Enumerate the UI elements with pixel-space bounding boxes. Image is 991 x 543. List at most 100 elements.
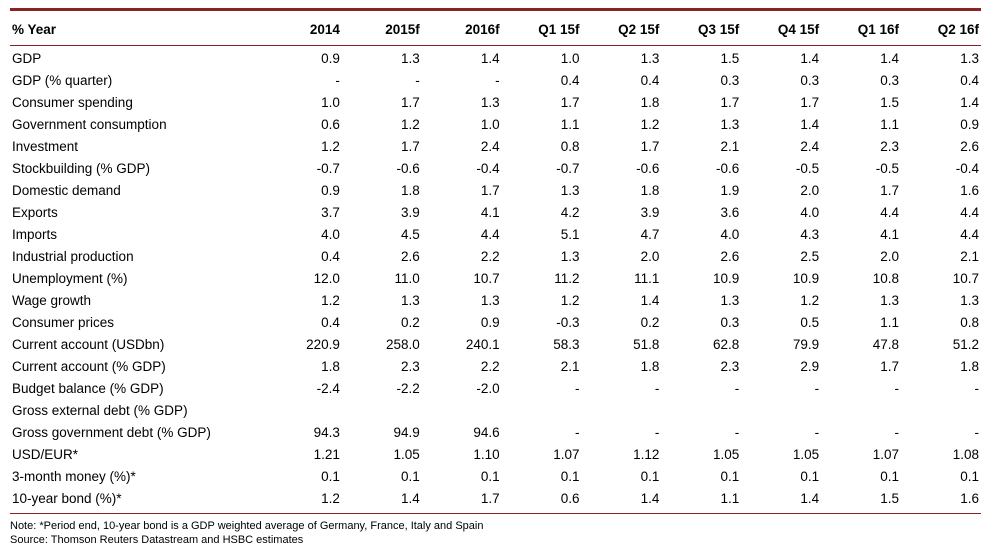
value-cell: 2.3 (880, 139, 899, 154)
value-cell: 0.3 (720, 73, 740, 88)
table-row: Consumer spending 1.0 1.7 1.3 1.7 1.8 1.7 1.7 1.… (10, 92, 981, 114)
row-label: GDP (% quarter) (12, 73, 113, 88)
value-cell: 1.8 (400, 183, 420, 198)
table-row: Unemployment (%) 12.0 11.0 10.7 11.2 11.1 10.9… (10, 268, 981, 290)
value-cell: 1.07 (872, 447, 899, 462)
value-cell: 10.9 (792, 271, 820, 286)
value-cell: 1.9 (720, 183, 740, 198)
value-cell: 0.1 (321, 469, 340, 484)
value-cell: 1.3 (640, 51, 660, 66)
value-cell: 1.2 (560, 293, 580, 308)
row-label: Wage growth (12, 293, 92, 308)
row-label: GDP (12, 51, 42, 66)
value-cell: 1.0 (480, 117, 500, 132)
row-label: Exports (12, 205, 58, 220)
value-cell: 0.8 (960, 315, 979, 330)
value-cell: 0.3 (800, 73, 820, 88)
value-cell: 1.21 (313, 447, 340, 462)
value-cell: 4.4 (480, 227, 500, 242)
value-cell: 2.6 (400, 249, 420, 264)
value-cell: - (814, 381, 820, 396)
value-cell: 1.4 (800, 51, 820, 66)
value-cell: 2.4 (800, 139, 820, 154)
table-row: Industrial production 0.4 2.6 2.2 1.3 2.0 2.6 2… (10, 246, 981, 268)
header-period: Q1 15f (501, 9, 582, 46)
value-cell: 1.7 (640, 139, 660, 154)
value-cell: 5.1 (560, 227, 580, 242)
value-cell: 0.6 (321, 117, 340, 132)
value-cell: 4.7 (640, 227, 660, 242)
row-label: 3-month money (%)* (12, 469, 136, 484)
value-cell: 1.1 (720, 491, 740, 506)
table-row: USD/EUR* 1.21 1.05 1.10 1.07 1.12 1.05 1.05 1.07… (10, 444, 981, 466)
value-cell: - (974, 381, 980, 396)
value-cell: 1.4 (640, 293, 660, 308)
value-cell: -0.3 (556, 315, 580, 330)
table-row: 3-month money (%)* 0.1 0.1 0.1 0.1 0.1 0.1 0.1 0… (10, 466, 981, 488)
value-cell: 0.8 (560, 139, 580, 154)
value-cell: -0.4 (955, 161, 979, 176)
value-cell: 10.9 (712, 271, 740, 286)
value-cell: -2.4 (316, 381, 340, 396)
value-cell (901, 400, 981, 422)
value-cell (741, 400, 821, 422)
value-cell: 1.4 (960, 95, 979, 110)
value-cell (661, 400, 741, 422)
value-cell: 1.8 (960, 359, 979, 374)
value-cell: 0.9 (321, 51, 340, 66)
value-cell (262, 400, 342, 422)
value-cell: 2.9 (800, 359, 820, 374)
value-cell: 0.9 (960, 117, 979, 132)
value-cell: 1.6 (960, 183, 979, 198)
value-cell: 4.0 (321, 227, 340, 242)
value-cell: 1.3 (880, 293, 899, 308)
value-cell: 47.8 (872, 337, 899, 352)
value-cell: 1.3 (560, 249, 580, 264)
header-label: % Year (10, 9, 262, 46)
value-cell: 1.7 (480, 183, 500, 198)
table-row: Current account (USDbn) 220.9 258.0 240.1 58… (10, 334, 981, 356)
value-cell: 2.2 (480, 249, 500, 264)
header-period: Q2 15f (581, 9, 662, 46)
value-cell: 10.8 (872, 271, 899, 286)
table-row: Current account (% GDP) 1.8 2.3 2.2 2.1 1.8 2.… (10, 356, 981, 378)
value-cell: -0.6 (396, 161, 420, 176)
value-cell: 1.4 (480, 51, 500, 66)
value-cell: 1.12 (633, 447, 660, 462)
value-cell: 258.0 (385, 337, 420, 352)
value-cell: 1.7 (560, 95, 580, 110)
value-cell: 4.2 (560, 205, 580, 220)
value-cell: 1.1 (560, 117, 580, 132)
value-cell: 10.7 (473, 271, 500, 286)
value-cell: 2.1 (560, 359, 580, 374)
value-cell: 4.1 (880, 227, 899, 242)
table-row: 10-year bond (%)* 1.2 1.4 1.7 0.6 1.4 1.1 1.4 1.… (10, 488, 981, 514)
header-period: 2016f (421, 9, 502, 46)
value-cell: - (575, 425, 580, 440)
value-cell: 0.3 (720, 315, 740, 330)
value-cell: 4.4 (960, 227, 979, 242)
value-cell: - (654, 381, 660, 396)
value-cell: -0.6 (636, 161, 660, 176)
value-cell: -0.5 (795, 161, 820, 176)
row-label: Industrial production (12, 249, 134, 264)
value-cell: 4.5 (400, 227, 420, 242)
forecast-table: % Year 2014 2015f 2016f Q1 15f Q2 15f Q3 15f Q4… (10, 8, 981, 514)
value-cell: -0.7 (556, 161, 580, 176)
value-cell: -0.4 (476, 161, 500, 176)
row-label: Imports (12, 227, 58, 242)
value-cell: - (734, 381, 740, 396)
row-label: Current account (USDbn) (12, 337, 165, 352)
value-cell: 0.1 (480, 469, 500, 484)
value-cell: 2.5 (800, 249, 820, 264)
value-cell: - (335, 73, 340, 88)
value-cell: 4.4 (880, 205, 899, 220)
value-cell: 4.3 (800, 227, 820, 242)
value-cell: 11.2 (554, 271, 580, 286)
value-cell: 1.2 (321, 491, 340, 506)
value-cell: 4.4 (960, 205, 979, 220)
footnotes: Note: *Period end, 10-year bond is a GDP… (10, 519, 981, 543)
value-cell: 1.8 (640, 183, 660, 198)
value-cell: 94.9 (393, 425, 420, 440)
